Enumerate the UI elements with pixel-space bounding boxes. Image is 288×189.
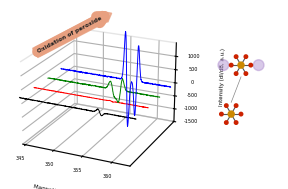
Circle shape	[234, 54, 238, 59]
Circle shape	[234, 71, 238, 76]
Circle shape	[243, 71, 248, 76]
Circle shape	[248, 63, 253, 68]
Circle shape	[218, 60, 229, 70]
Circle shape	[238, 112, 243, 117]
Circle shape	[243, 54, 248, 59]
Circle shape	[219, 112, 224, 117]
Circle shape	[237, 61, 245, 69]
Circle shape	[229, 63, 234, 68]
Circle shape	[228, 110, 235, 118]
Circle shape	[224, 103, 229, 108]
X-axis label: Magnetic Field (mT): Magnetic Field (mT)	[33, 184, 87, 189]
Circle shape	[234, 120, 238, 125]
Circle shape	[234, 103, 238, 108]
Circle shape	[224, 120, 229, 125]
FancyArrow shape	[33, 11, 112, 57]
Text: Oxidation of peroxide: Oxidation of peroxide	[37, 16, 103, 54]
Circle shape	[253, 60, 264, 70]
